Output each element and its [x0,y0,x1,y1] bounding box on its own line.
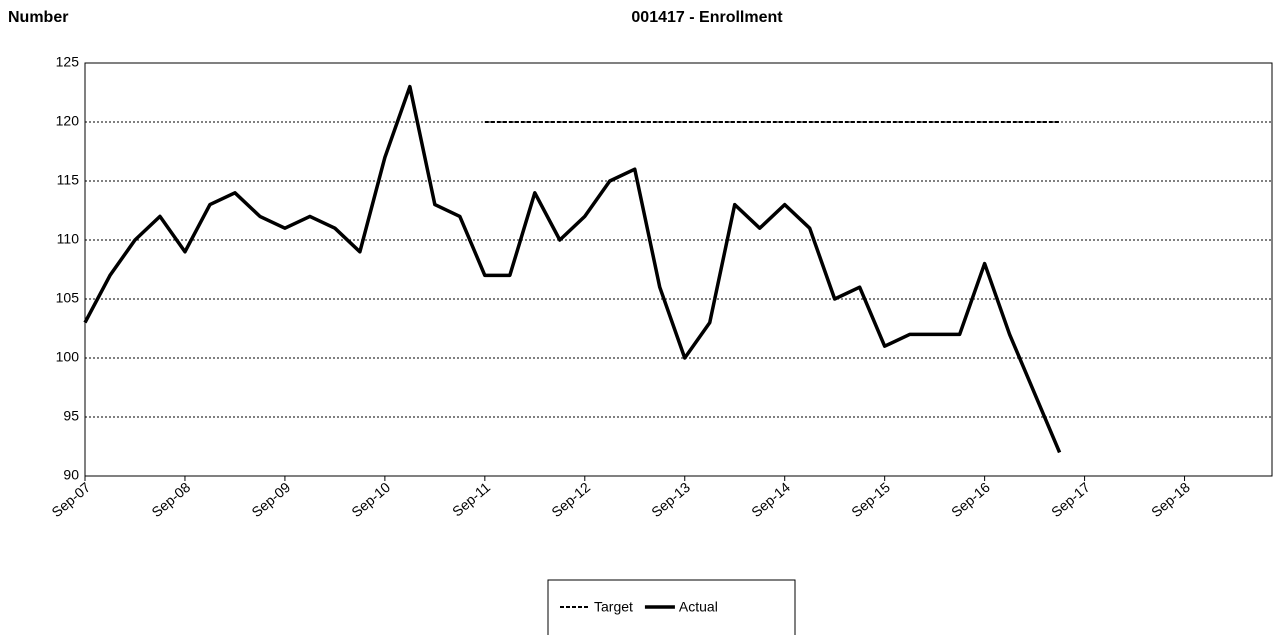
x-tick-label: Sep-13 [648,479,693,520]
y-tick-label: 100 [56,349,80,365]
x-tick-label: Sep-07 [48,479,93,520]
series-line [83,84,1062,454]
y-tick-label: 105 [56,290,80,306]
chart-title: 001417 - Enrollment [631,9,783,26]
x-tick-label: Sep-11 [449,479,493,520]
x-tick-label: Sep-09 [248,479,293,520]
y-tick-label: 125 [56,54,80,70]
legend-label: Actual [679,599,718,615]
x-tick-label: Sep-16 [948,479,993,520]
legend-label: Target [594,599,633,615]
y-tick-label: 120 [56,113,80,129]
x-tick-label: Sep-10 [348,479,393,520]
x-tick-label: Sep-14 [748,479,793,520]
x-tick-label: Sep-15 [848,479,893,520]
y-tick-label: 90 [63,467,79,483]
y-tick-label: 115 [57,172,80,188]
y-tick-label: 95 [63,408,79,424]
y-axis-label: Number [8,9,68,26]
x-tick-label: Sep-17 [1048,479,1093,520]
x-tick-label: Sep-12 [548,479,593,520]
y-tick-label: 110 [57,231,80,247]
plot-border [84,62,1273,477]
x-tick-label: Sep-08 [148,479,193,520]
x-tick-label: Sep-18 [1148,479,1193,520]
